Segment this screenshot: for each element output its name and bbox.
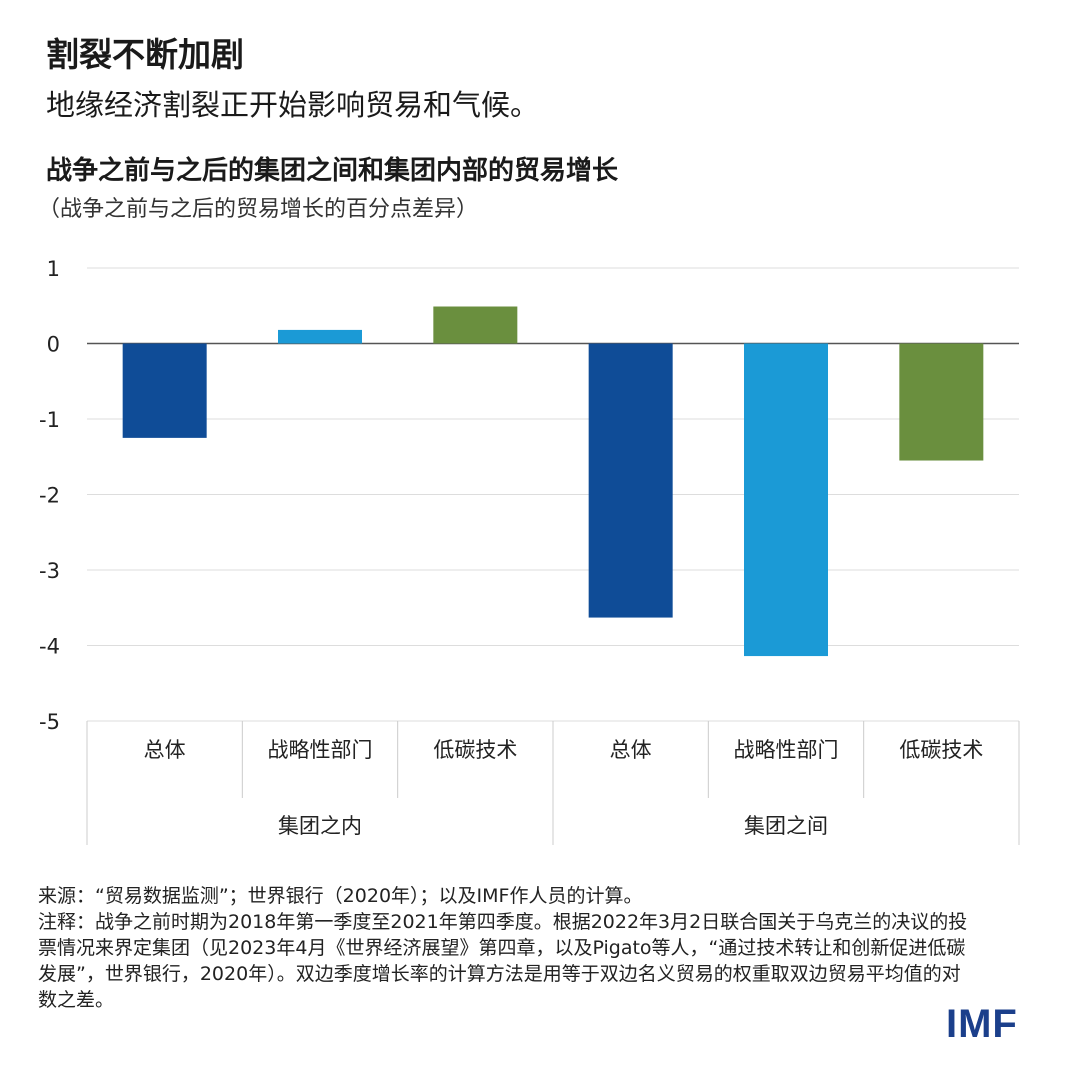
y-tick-label: -4 — [39, 635, 60, 659]
y-tick-label: -3 — [39, 559, 60, 583]
bar — [744, 343, 828, 657]
x-category-label: 低碳技术 — [433, 738, 517, 762]
y-tick-label: -1 — [39, 408, 60, 432]
y-tick-label: -2 — [39, 484, 60, 508]
bar — [122, 343, 207, 438]
x-group-label: 集团之间 — [744, 814, 828, 838]
y-tick-label: 1 — [47, 257, 60, 281]
notes: 来源：“贸易数据监测”；世界银行（2020年）；以及IMF作人员的计算。 注释：… — [38, 883, 968, 1013]
x-category-label: 低碳技术 — [899, 738, 983, 762]
y-tick-label: -5 — [39, 710, 60, 734]
imf-logo: IMF — [946, 1002, 1018, 1046]
chart-title: 战争之前与之后的集团之间和集团内部的贸易增长 — [46, 156, 619, 186]
bar — [278, 329, 362, 344]
x-group-label: 集团之内 — [278, 814, 362, 838]
page-subtitle: 地缘经济割裂正开始影响贸易和气候。 — [46, 88, 540, 122]
x-category-label: 总体 — [610, 738, 652, 762]
y-tick-label: 0 — [47, 333, 60, 357]
page-title: 割裂不断加剧 — [46, 35, 244, 74]
bar — [899, 343, 984, 461]
bar — [588, 343, 673, 618]
chart-subtitle: （战争之前与之后的贸易增长的百分点差异） — [38, 197, 479, 222]
x-category-label: 战略性部门 — [734, 738, 839, 762]
footnote: 注释：战争之前时期为2018年第一季度至2021年第四季度。根据2022年3月2… — [38, 911, 968, 1011]
x-category-label: 战略性部门 — [268, 738, 373, 762]
bar — [433, 306, 518, 344]
x-category-label: 总体 — [144, 738, 186, 762]
source-note: 来源：“贸易数据监测”；世界银行（2020年）；以及IMF作人员的计算。 — [38, 885, 643, 907]
